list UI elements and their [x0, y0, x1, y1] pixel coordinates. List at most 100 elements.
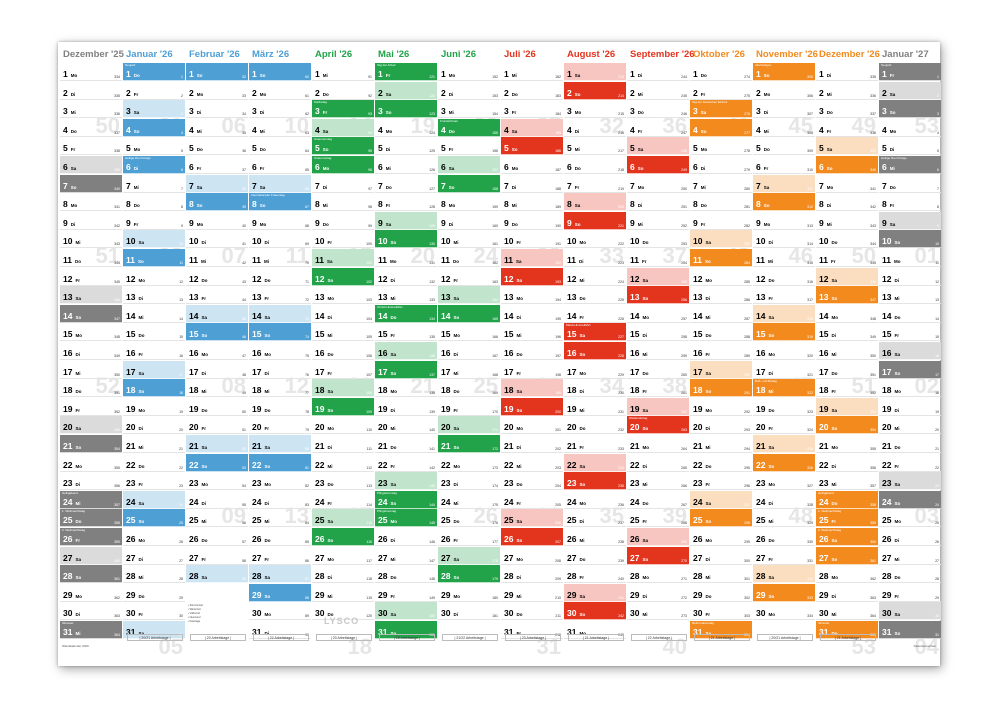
day-cell[interactable]: 25 So 298: [690, 509, 752, 528]
day-cell[interactable]: 26 Sa 269: [627, 528, 689, 546]
day-cell[interactable]: 10 Fr 100: [312, 230, 374, 249]
day-cell[interactable]: 6 So 340: [816, 156, 878, 174]
day-cell[interactable]: 24 So 24: [879, 490, 941, 509]
day-cell[interactable]: 6 Fr 65: [249, 156, 311, 174]
day-cell[interactable]: 4 Do Fronleichnam 155: [438, 118, 500, 137]
day-cell[interactable]: 23 Mo 82: [249, 472, 311, 491]
day-cell[interactable]: 25 Do 176: [438, 509, 500, 528]
day-cell[interactable]: 29 Sa 241: [564, 583, 626, 602]
day-cell[interactable]: 6 Do 218: [564, 156, 626, 174]
day-cell[interactable]: 11 Sa 101: [312, 249, 374, 267]
day-cell[interactable]: 23 Fr 23: [123, 472, 185, 491]
day-cell[interactable]: 19 Di 19: [879, 398, 941, 416]
day-cell[interactable]: 27 Sa 360: [60, 546, 122, 565]
day-cell[interactable]: 27 Fr 58: [186, 547, 248, 565]
day-cell[interactable]: 16 Di 167: [438, 342, 500, 360]
day-cell[interactable]: 12 So 193: [501, 267, 563, 286]
day-cell[interactable]: 5 Do 309: [753, 137, 815, 156]
day-cell[interactable]: 24 So Pfingstsonntag 144: [375, 490, 437, 509]
day-cell[interactable]: 3 So 3: [879, 100, 941, 119]
day-cell[interactable]: 15 So 74: [249, 323, 311, 342]
day-cell[interactable]: 2 Do 92: [312, 82, 374, 100]
day-cell[interactable]: 15 Di 349: [816, 323, 878, 342]
day-cell[interactable]: 21 Mo 355: [816, 435, 878, 453]
day-cell[interactable]: 6 So 249: [627, 156, 689, 174]
day-cell[interactable]: 4 Mi 308: [753, 119, 815, 137]
day-cell[interactable]: 11 Mi 42: [186, 249, 248, 267]
day-cell[interactable]: 30 Fr 30: [123, 602, 185, 621]
day-cell[interactable]: 15 Mi 105: [312, 323, 374, 342]
day-cell[interactable]: 8 Di 342: [816, 193, 878, 212]
day-cell[interactable]: 8 Di 251: [627, 193, 689, 212]
day-cell[interactable]: 12 Mo 285: [690, 268, 752, 286]
day-cell[interactable]: 28 So 179: [438, 565, 500, 584]
day-cell[interactable]: 20 Di 293: [690, 416, 752, 435]
day-cell[interactable]: 13 Do 225: [564, 286, 626, 305]
day-cell[interactable]: 2 Mi 336: [816, 82, 878, 100]
day-cell[interactable]: 18 Mi Buß- und Bettag 322: [753, 379, 815, 398]
day-cell[interactable]: 7 Di 188: [501, 175, 563, 193]
day-cell[interactable]: 1 So Allerheiligen 305: [753, 63, 815, 81]
day-cell[interactable]: 12 Fr 163: [438, 268, 500, 286]
day-cell[interactable]: 4 Mi 35: [186, 119, 248, 137]
day-cell[interactable]: 20 Mo 201: [501, 416, 563, 435]
day-cell[interactable]: 18 Sa 199: [501, 379, 563, 398]
day-cell[interactable]: 7 Sa 38: [186, 174, 248, 193]
day-cell[interactable]: 8 Mo 159: [438, 193, 500, 212]
day-cell[interactable]: 14 Mo 348: [816, 305, 878, 323]
day-cell[interactable]: 7 Sa 66: [249, 174, 311, 193]
day-cell[interactable]: 20 Mi 20: [879, 416, 941, 435]
day-cell[interactable]: 30 Mo 89: [249, 602, 311, 621]
day-cell[interactable]: 7 Do 127: [375, 175, 437, 193]
day-cell[interactable]: 16 So 228: [564, 342, 626, 360]
day-cell[interactable]: 2 Sa 122: [375, 81, 437, 100]
day-cell[interactable]: 30 Fr 303: [690, 602, 752, 621]
day-cell[interactable]: 22 Do 22: [123, 454, 185, 472]
day-cell[interactable]: 17 Mi 168: [438, 361, 500, 379]
day-cell[interactable]: 1 Mi 91: [312, 63, 374, 81]
day-cell[interactable]: 2 Do 183: [501, 82, 563, 100]
day-cell[interactable]: 22 Mi 112: [312, 454, 374, 472]
day-cell[interactable]: 11 Do 344: [60, 249, 122, 267]
day-cell[interactable]: 29 Di 272: [627, 584, 689, 602]
day-cell[interactable]: 7 So 158: [438, 174, 500, 193]
day-cell[interactable]: 14 Sa 45: [186, 304, 248, 323]
day-cell[interactable]: 19 Do 78: [249, 398, 311, 416]
day-cell[interactable]: 3 Sa Tag der Deutschen Einheit 276: [690, 100, 752, 119]
day-cell[interactable]: 21 Mo 264: [627, 435, 689, 453]
day-cell[interactable]: 27 Mo 208: [501, 547, 563, 565]
day-cell[interactable]: 7 Do 7: [879, 175, 941, 193]
day-cell[interactable]: 4 Mo 4: [879, 119, 941, 137]
day-cell[interactable]: 4 Mo 124: [375, 119, 437, 137]
day-cell[interactable]: 1 So 60: [249, 63, 311, 81]
day-cell[interactable]: 22 Di 265: [627, 454, 689, 472]
day-cell[interactable]: 1 Di 244: [627, 63, 689, 81]
day-cell[interactable]: 10 So 130: [375, 230, 437, 249]
day-cell[interactable]: 7 Mi 7: [123, 175, 185, 193]
day-cell[interactable]: 14 Di 104: [312, 305, 374, 323]
day-cell[interactable]: 22 So 53: [186, 453, 248, 472]
day-cell[interactable]: 2 Di 335: [60, 82, 122, 100]
day-cell[interactable]: 8 Fr 8: [879, 193, 941, 212]
day-cell[interactable]: 26 Mo 26: [123, 528, 185, 546]
day-cell[interactable]: 20 Di 20: [123, 416, 185, 435]
day-cell[interactable]: 5 Mo 278: [690, 137, 752, 156]
day-cell[interactable]: 24 Fr 114: [312, 491, 374, 509]
day-cell[interactable]: 7 Di 97: [312, 175, 374, 193]
day-cell[interactable]: 17 Mi 350: [60, 361, 122, 379]
day-cell[interactable]: 13 Di 13: [123, 286, 185, 305]
day-cell[interactable]: 18 Mi 77: [249, 379, 311, 398]
day-cell[interactable]: 18 Mo 138: [375, 379, 437, 398]
day-cell[interactable]: 14 Mi 14: [123, 305, 185, 323]
day-cell[interactable]: 21 Sa 325: [753, 435, 815, 453]
day-cell[interactable]: 14 So 347: [60, 304, 122, 323]
day-cell[interactable]: 1 Sa 213: [564, 63, 626, 81]
day-cell[interactable]: 18 Di 230: [564, 379, 626, 398]
day-cell[interactable]: 9 Mo 313: [753, 212, 815, 230]
day-cell[interactable]: 24 Mo 236: [564, 491, 626, 509]
day-cell[interactable]: 2 Mi 245: [627, 82, 689, 100]
day-cell[interactable]: 27 Fr 331: [753, 547, 815, 565]
day-cell[interactable]: 18 Fr 261: [627, 379, 689, 398]
day-cell[interactable]: 16 Sa 16: [879, 342, 941, 360]
day-cell[interactable]: 25 Sa 206: [501, 509, 563, 528]
